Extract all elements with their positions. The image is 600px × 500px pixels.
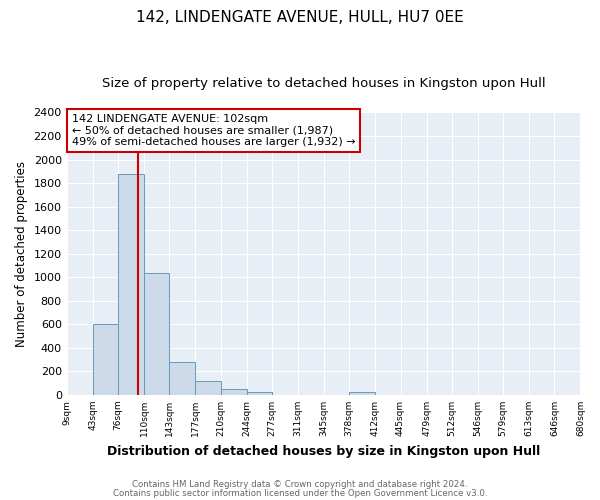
Bar — [93, 324, 118, 395]
Text: 142 LINDENGATE AVENUE: 102sqm
← 50% of detached houses are smaller (1,987)
49% o: 142 LINDENGATE AVENUE: 102sqm ← 50% of d… — [72, 114, 355, 147]
X-axis label: Distribution of detached houses by size in Kingston upon Hull: Distribution of detached houses by size … — [107, 444, 540, 458]
Text: 142, LINDENGATE AVENUE, HULL, HU7 0EE: 142, LINDENGATE AVENUE, HULL, HU7 0EE — [136, 10, 464, 25]
Bar — [144, 272, 169, 395]
Bar — [196, 382, 221, 395]
Bar — [118, 174, 144, 395]
Bar — [349, 392, 375, 395]
Bar — [247, 392, 272, 395]
Title: Size of property relative to detached houses in Kingston upon Hull: Size of property relative to detached ho… — [102, 78, 545, 90]
Text: Contains HM Land Registry data © Crown copyright and database right 2024.: Contains HM Land Registry data © Crown c… — [132, 480, 468, 489]
Bar — [221, 390, 247, 395]
Bar — [169, 362, 196, 395]
Y-axis label: Number of detached properties: Number of detached properties — [15, 160, 28, 346]
Text: Contains public sector information licensed under the Open Government Licence v3: Contains public sector information licen… — [113, 488, 487, 498]
